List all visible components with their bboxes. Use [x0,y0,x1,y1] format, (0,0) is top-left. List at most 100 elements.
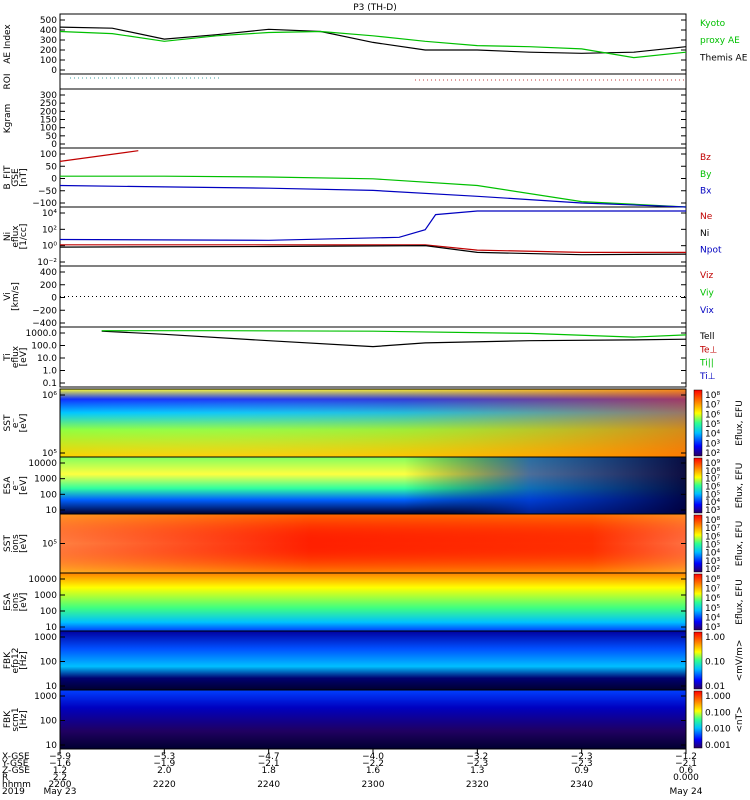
series-bx [59,184,687,208]
ylabel-ni: Ni [3,232,13,241]
series-ti|| [101,330,687,338]
ytick-label: −50 [38,187,57,197]
xtick-label: 1.3 [470,766,484,776]
series-by [60,175,687,208]
xtick-label: −5.9 [49,752,71,762]
colorbar-tick: 10⁵ [705,541,720,551]
frame-ae [59,13,687,75]
ylabel-fbk_b: FBK [3,710,13,728]
ytick-label: 1000 [34,475,57,485]
xtick-label: 1.6 [366,766,381,776]
colorbar-tick: 0.100 [705,708,731,718]
ylabel-esa_e: ESA [3,476,13,495]
ylabel-bfit: B_FIT [3,165,13,190]
ytick-label: 100 [40,490,57,500]
colorbar-tick: 0.001 [705,741,731,751]
colorbar-tick: 10⁷ [705,401,720,411]
legend-entry: Viy [700,288,714,298]
ytick-label: 100 [40,607,57,617]
ylabel-roi: ROI [3,74,13,90]
series-kyoto-proxy-ae [59,30,687,59]
colorbar-tick: 10² [705,565,720,575]
ytick-label: 1000 [34,692,57,702]
ytick-label: −400 [32,319,57,329]
ytick-label: 200 [40,107,57,117]
ytick-label: 250 [40,99,57,109]
ylabel-ni: eflux [11,225,21,248]
colorbar-label: Eflux, EFU [735,521,745,567]
panel-vi: 400 200 0 −200 −400 Vi[km/s] Viz Viy Vix [3,265,714,329]
ytick-label: 10 [46,506,58,516]
ytick-label: 100 [40,717,57,727]
ytick-label: 0 [51,294,57,304]
xaxis-rowlabel: 2019 [2,787,25,797]
ytick-label: 100 [40,658,57,668]
ylabel-sst_i: [eV] [19,534,29,553]
xaxis-rowlabel: Y-GSE [1,759,29,769]
legend-entry: Ne [700,212,713,222]
ytick-label: 200 [40,46,57,56]
ytick-label: 0 [51,175,57,185]
colorbar-tick: 10⁴ [705,498,720,508]
legend-entry: Bx [700,187,712,197]
frame-bfit [59,147,687,208]
xtick-label: 2200 [49,780,72,790]
ylabel-fbk_e: [Hz] [19,651,29,670]
series-npot [59,210,686,241]
ytick-label: 100.0 [31,342,57,352]
xtick-label: −2.3 [571,759,593,769]
legend-entry: Npot [700,246,722,256]
colorbar-tick: 1.00 [705,633,725,643]
ytick-label: 0.1 [43,379,57,389]
legend-entry: Tell [699,332,715,342]
xaxis-rowlabel: hhmm [2,780,31,790]
colorbar-label: <mV/m> [735,640,745,682]
colorbar-tick: 10⁵ [705,420,720,430]
legend-entry: Bz [700,153,711,163]
ytick-label: 10⁻² [37,258,57,268]
ylabel-esa_e: e⁻ [11,480,21,491]
colorbar-tick: 10⁸ [705,516,720,526]
colorbar-tick: 10⁷ [705,585,720,595]
colorbar-tick: 1.000 [705,692,731,702]
ytick-label: 10.0 [37,354,57,364]
colorbar-label: Eflux, EFU [735,579,745,625]
series-tell [101,330,687,348]
colorbar-fbk_e [693,631,703,690]
figure-title: P3 (TH-D) [353,3,396,13]
x-axis-labels: X-GSEY-GSEZ-GSERhhmm2019−5.9−1.61.22.222… [1,749,703,797]
ylabel-fbk_e: efp12 [11,648,21,674]
ytick-label: 10⁰ [42,242,57,252]
ytick-label: 50 [46,162,58,172]
xtick-label: −2.3 [571,752,593,762]
colorbar-tick: 0.01 [705,682,725,692]
ylabel-vi: Vi [3,292,13,300]
frame-ti [59,326,687,388]
series-bz [59,150,139,162]
ytick-label: 50 [46,132,58,142]
xtick-label: −5.3 [153,752,175,762]
ytick-label: 0 [51,140,57,150]
colorbar-tick: 10³ [705,623,720,633]
colorbar-tick: 10⁷ [705,475,720,485]
colorbar-label: Eflux, EFU [735,463,745,509]
colorbar-tick: 10⁴ [705,549,720,559]
colorbar-tick: 0.10 [705,658,725,668]
ytick-label: 10⁵ [42,540,57,550]
ytick-label: 10⁶ [42,391,57,401]
colorbar-tick: 10³ [705,557,720,567]
colorbar-tick: 10⁷ [705,524,720,534]
ylabel-fbk_b: [Hz] [19,710,29,729]
ylabel-kgram: Kgram [3,104,13,134]
ytick-label: 10⁴ [42,209,57,219]
ylabel-esa_i: [eV] [19,593,29,612]
series-ne [60,244,686,253]
colorbar-tick: 10⁹ [705,459,720,469]
xtick-label: 2.0 [157,766,172,776]
ylabel-ae: AE Index [3,24,13,64]
colorbar-tick: 10² [705,449,720,459]
